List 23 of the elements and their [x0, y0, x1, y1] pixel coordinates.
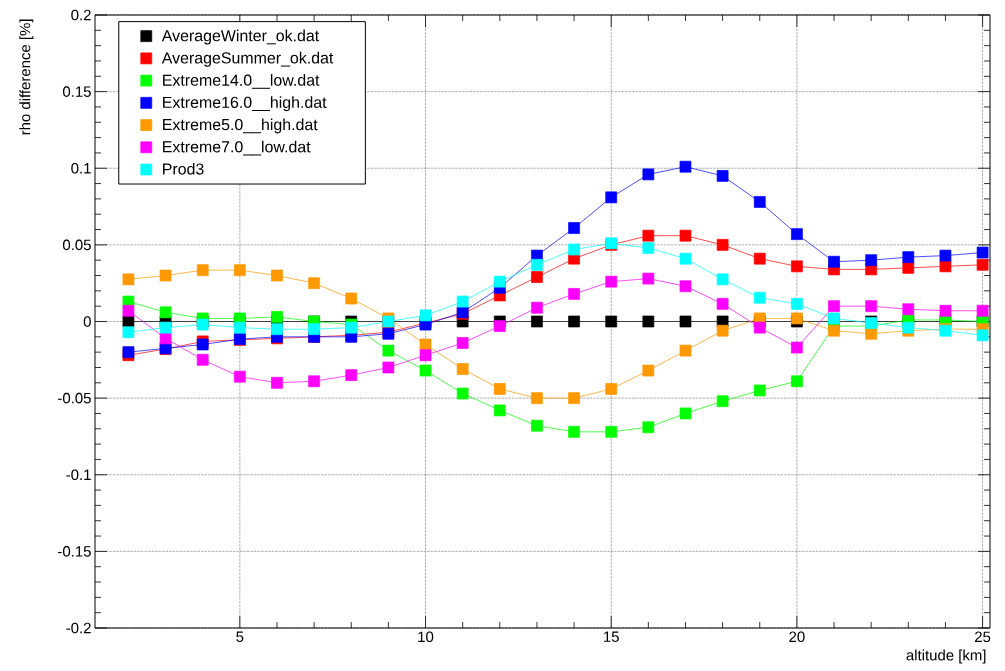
legend-label: Extreme14.0__low.dat	[163, 74, 320, 89]
legend-label: AverageWinter_ok.dat	[161, 29, 320, 45]
legend-label: Extreme7.0__low.dat	[163, 140, 311, 156]
x-tick-label: 25	[975, 631, 991, 643]
y-tick-label: -0.15	[58, 546, 91, 557]
x-tick-label: 5	[236, 631, 244, 642]
x-tick-label: 15	[604, 631, 619, 642]
legend-label: Prod3	[163, 163, 204, 175]
y-tick-label: -0.1	[66, 469, 91, 481]
x-tick-label: 10	[418, 631, 434, 643]
legend-label: Extreme16.0__high.dat	[163, 96, 327, 112]
y-tick-label: 0.15	[62, 86, 91, 97]
y-tick-label: 0.05	[62, 239, 91, 251]
y-tick-label: 0.1	[71, 162, 91, 174]
x-tick-label: 20	[789, 631, 805, 643]
y-tick-label: -0.2	[66, 622, 91, 634]
y-axis-title: rho difference [%]	[19, 19, 34, 135]
y-tick-label: -0.05	[58, 392, 91, 404]
x-axis-title: altitude [km]	[906, 649, 986, 664]
y-tick-label: 0	[83, 316, 91, 327]
legend-label: Extreme5.0__high.dat	[163, 118, 318, 134]
y-tick-label: 0.2	[71, 9, 91, 21]
legend-label: AverageSummer_ok.dat	[161, 51, 334, 67]
